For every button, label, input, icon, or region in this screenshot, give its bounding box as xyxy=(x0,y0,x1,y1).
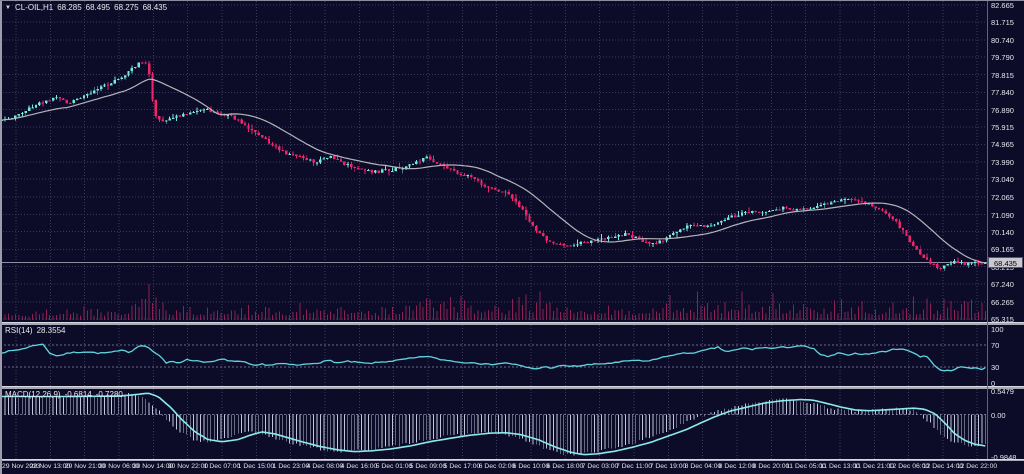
symbol-period-label: CL-OIL,H1 xyxy=(14,3,54,12)
time-axis-label: 7 Dec 03:00 xyxy=(581,463,619,470)
time-axis-label: 1 Dec 15:00 xyxy=(237,463,275,470)
time-axis-label: 29 Nov 21:00 xyxy=(64,463,106,470)
macd-plot[interactable] xyxy=(0,389,987,459)
ohlc-close: 68.435 xyxy=(142,3,168,12)
panel-separator[interactable] xyxy=(0,386,1024,389)
time-axis-label: 8 Dec 12:00 xyxy=(718,463,756,470)
rsi-value: 28.3554 xyxy=(36,326,66,335)
macd-indicator-label: MACD(12,26,9) -0.6814 -0.7280 xyxy=(5,390,127,399)
macd-name: MACD(12,26,9) xyxy=(5,390,61,399)
time-axis-label: 8 Dec 04:00 xyxy=(684,463,722,470)
panel-separator[interactable] xyxy=(0,459,1024,461)
time-axis-label: 12 Dec 22:00 xyxy=(956,463,998,470)
rsi-name: RSI(14) xyxy=(5,326,33,335)
price-axis-label: 65.315 xyxy=(991,315,1014,324)
time-axis-label: 30 Nov 14:00 xyxy=(132,463,174,470)
current-price-tag: 68.435 xyxy=(988,257,1023,268)
time-axis-label: 29 Nov 2023 xyxy=(2,463,41,470)
price-axis-label: 69.165 xyxy=(991,245,1014,254)
rsi-axis-label: 70 xyxy=(991,341,1000,350)
time-axis-label: 4 Dec 16:00 xyxy=(340,463,378,470)
time-axis-label: 12 Dec 06:00 xyxy=(888,463,930,470)
chart-title: ▼ CL-OIL,H1 68.285 68.495 68.275 68.435 xyxy=(5,3,171,12)
macd-axis-label: 0.5479 xyxy=(991,387,1014,396)
time-axis-label: 7 Dec 19:00 xyxy=(649,463,687,470)
time-axis-label: 30 Nov 06:00 xyxy=(98,463,140,470)
price-axis-label: 76.890 xyxy=(991,106,1014,115)
time-axis-label: 11 Dec 21:00 xyxy=(854,463,894,470)
time-axis-label: 1 Dec 23:00 xyxy=(272,463,310,470)
rsi-axis-label: 30 xyxy=(991,363,1000,372)
time-axis-label: 1 Dec 07:00 xyxy=(203,463,241,470)
time-axis-label: 4 Dec 08:00 xyxy=(306,463,344,470)
price-axis-label: 72.065 xyxy=(991,193,1014,202)
time-axis-label: 5 Dec 17:00 xyxy=(443,463,481,470)
price-axis-border xyxy=(987,1,988,459)
rsi-plot[interactable] xyxy=(0,325,987,386)
time-axis-label: 5 Dec 01:00 xyxy=(375,463,413,470)
time-axis-label: 30 Nov 22:00 xyxy=(167,463,209,470)
panel-separator[interactable] xyxy=(0,322,1024,325)
macd-main-value: -0.6814 xyxy=(64,390,92,399)
rsi-axis-label: 0 xyxy=(991,379,996,388)
macd-axis-label: 0.00 xyxy=(991,411,1006,420)
time-axis-label: 6 Dec 10:00 xyxy=(512,463,550,470)
time-axis-label: 11 Dec 13:00 xyxy=(820,463,860,470)
ohlc-high: 68.495 xyxy=(85,3,111,12)
price-axis-label: 79.790 xyxy=(991,53,1014,62)
price-axis-label: 70.140 xyxy=(991,228,1014,237)
candlestick-plot[interactable] xyxy=(0,1,987,322)
price-axis-label: 75.915 xyxy=(991,123,1014,132)
macd-axis-label: -0.9848 xyxy=(991,453,1017,462)
time-axis-label: 6 Dec 18:00 xyxy=(546,463,584,470)
price-axis-label: 74.965 xyxy=(991,140,1014,149)
price-axis-label: 80.740 xyxy=(991,36,1014,45)
rsi-indicator-label: RSI(14) 28.3554 xyxy=(5,326,69,335)
time-axis-label: 8 Dec 20:00 xyxy=(752,463,790,470)
price-axis-label: 73.040 xyxy=(991,175,1014,184)
price-axis-label: 66.265 xyxy=(991,298,1014,307)
chart-collapse-icon[interactable]: ▼ xyxy=(5,5,11,11)
time-axis-label: 29 Nov 13:00 xyxy=(29,463,71,470)
ohlc-low: 68.275 xyxy=(114,3,139,12)
macd-signal-value: -0.7280 xyxy=(95,390,123,399)
price-axis-label: 82.665 xyxy=(991,1,1014,10)
price-axis-label: 73.990 xyxy=(991,158,1014,167)
ohlc-open: 68.285 xyxy=(57,3,82,12)
time-axis-label: 7 Dec 11:00 xyxy=(615,463,653,470)
time-axis-label: 6 Dec 02:00 xyxy=(478,463,516,470)
time-axis-label: 12 Dec 14:00 xyxy=(922,463,964,470)
price-axis-label: 67.240 xyxy=(991,280,1014,289)
window-left-edge xyxy=(0,1,2,474)
price-axis-label: 71.090 xyxy=(991,211,1014,220)
time-axis-label: 5 Dec 09:00 xyxy=(409,463,447,470)
price-axis-label: 78.815 xyxy=(991,71,1014,80)
time-axis-label: 11 Dec 05:00 xyxy=(786,463,826,470)
rsi-axis-label: 100 xyxy=(991,325,1004,334)
price-axis-label: 81.715 xyxy=(991,18,1014,27)
price-axis-label: 77.840 xyxy=(991,88,1014,97)
